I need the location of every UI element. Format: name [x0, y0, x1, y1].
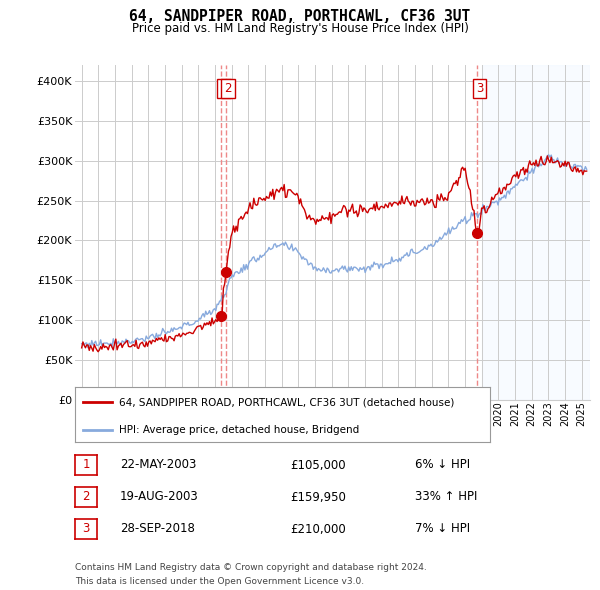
Text: 2: 2 [82, 490, 90, 503]
Text: 64, SANDPIPER ROAD, PORTHCAWL, CF36 3UT (detached house): 64, SANDPIPER ROAD, PORTHCAWL, CF36 3UT … [119, 398, 454, 408]
Text: 1: 1 [220, 83, 227, 96]
Text: £105,000: £105,000 [290, 458, 346, 471]
Text: 64, SANDPIPER ROAD, PORTHCAWL, CF36 3UT: 64, SANDPIPER ROAD, PORTHCAWL, CF36 3UT [130, 9, 470, 24]
Text: 28-SEP-2018: 28-SEP-2018 [120, 523, 195, 536]
Text: Contains HM Land Registry data © Crown copyright and database right 2024.: Contains HM Land Registry data © Crown c… [75, 563, 427, 572]
Text: 3: 3 [82, 523, 89, 536]
Text: 3: 3 [476, 83, 484, 96]
Text: Price paid vs. HM Land Registry's House Price Index (HPI): Price paid vs. HM Land Registry's House … [131, 22, 469, 35]
Text: 1: 1 [82, 458, 90, 471]
Bar [482, 65, 590, 400]
Text: 6% ↓ HPI: 6% ↓ HPI [415, 458, 470, 471]
Text: £210,000: £210,000 [290, 523, 346, 536]
Text: 33% ↑ HPI: 33% ↑ HPI [415, 490, 478, 503]
Text: This data is licensed under the Open Government Licence v3.0.: This data is licensed under the Open Gov… [75, 577, 364, 586]
Text: HPI: Average price, detached house, Bridgend: HPI: Average price, detached house, Brid… [119, 425, 359, 435]
Text: 2: 2 [224, 83, 232, 96]
Text: 7% ↓ HPI: 7% ↓ HPI [415, 523, 470, 536]
Text: 22-MAY-2003: 22-MAY-2003 [120, 458, 196, 471]
Text: 19-AUG-2003: 19-AUG-2003 [120, 490, 199, 503]
Text: £159,950: £159,950 [290, 490, 346, 503]
